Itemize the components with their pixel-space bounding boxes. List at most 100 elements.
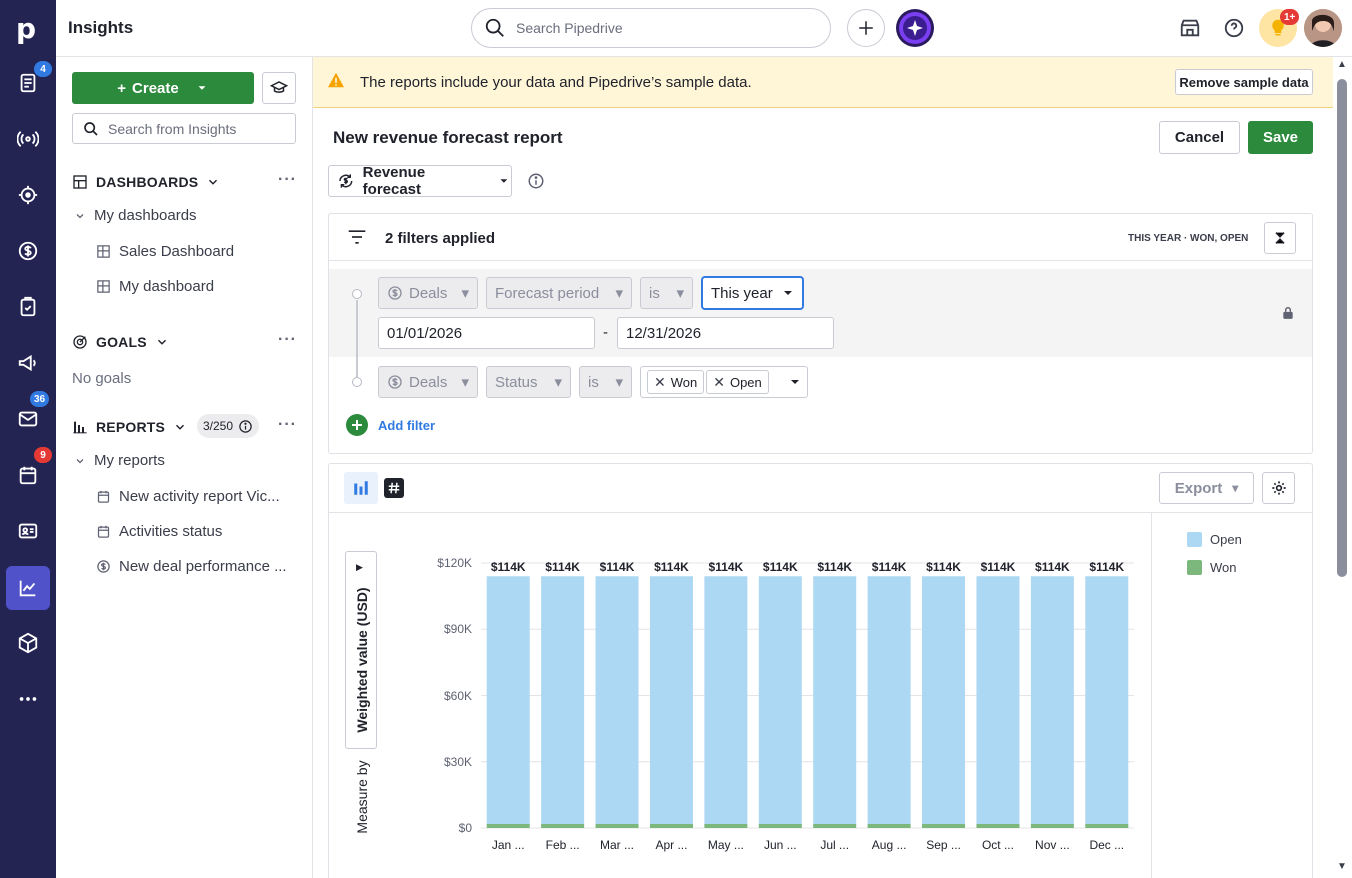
avatar[interactable]: [1304, 9, 1342, 47]
bar-won[interactable]: [922, 824, 966, 828]
pipedrive-logo[interactable]: p: [16, 12, 37, 45]
bar-won[interactable]: [867, 824, 911, 828]
bar-data-label: $114K: [762, 560, 798, 575]
date-from-input[interactable]: 01/01/2026: [378, 317, 595, 349]
bar-won[interactable]: [704, 824, 748, 828]
bar-open[interactable]: [758, 576, 802, 825]
bar-won[interactable]: [595, 824, 639, 828]
add-filter-button[interactable]: Add filter: [345, 413, 435, 437]
goals-more-icon[interactable]: ···: [278, 331, 297, 348]
bar-open[interactable]: [976, 576, 1020, 825]
bar-won[interactable]: [758, 824, 802, 828]
filter-operator-select[interactable]: is ▾: [579, 366, 632, 398]
marketplace-icon[interactable]: [1178, 16, 1202, 40]
bar-open[interactable]: [1030, 576, 1074, 825]
bar-view-button[interactable]: [344, 472, 378, 504]
bar-won[interactable]: [1085, 824, 1129, 828]
legend-item-open[interactable]: Open: [1187, 532, 1242, 547]
bar-open[interactable]: [813, 576, 857, 825]
filter-icon[interactable]: [347, 228, 367, 246]
collapse-filters-button[interactable]: [1264, 222, 1296, 254]
bar-data-label: $114K: [708, 560, 744, 575]
bar-open[interactable]: [595, 576, 639, 825]
bar-open[interactable]: [704, 576, 748, 825]
chart-settings-button[interactable]: [1262, 472, 1295, 504]
scrollbar-thumb[interactable]: [1337, 79, 1347, 577]
export-button[interactable]: Export ▾: [1159, 472, 1254, 504]
activities-nav-icon[interactable]: [0, 285, 56, 329]
more-nav-icon[interactable]: [0, 677, 56, 721]
calendar-nav-icon[interactable]: 9: [0, 447, 56, 497]
bar-open[interactable]: [541, 576, 585, 825]
remove-tag-icon[interactable]: ✕: [713, 373, 725, 390]
campaigns-nav-icon[interactable]: [0, 341, 56, 385]
bar-open[interactable]: [867, 576, 911, 825]
dashboards-section-header[interactable]: DASHBOARDS: [72, 174, 220, 190]
bar-won[interactable]: [813, 824, 857, 828]
products-nav-icon[interactable]: [0, 621, 56, 665]
reports-section-header[interactable]: REPORTS: [72, 419, 187, 435]
remove-sample-data-button[interactable]: Remove sample data: [1175, 69, 1313, 95]
help-icon[interactable]: [1222, 16, 1246, 40]
leads-nav-icon[interactable]: [0, 117, 56, 161]
reports-more-icon[interactable]: ···: [278, 416, 297, 433]
filter-value-select[interactable]: This year: [702, 277, 803, 309]
info-icon[interactable]: [238, 419, 253, 434]
target-nav-icon[interactable]: [0, 173, 56, 217]
scroll-down-icon[interactable]: ▼: [1337, 861, 1347, 872]
main-scrollbar[interactable]: ▲ ▼: [1333, 57, 1352, 878]
bar-open[interactable]: [486, 576, 530, 825]
sidebar-item-activities-status[interactable]: Activities status: [96, 523, 222, 540]
dashboards-more-icon[interactable]: ···: [278, 171, 297, 188]
report-editor: The reports include your data and Pipedr…: [313, 57, 1333, 878]
date-to-input[interactable]: 12/31/2026: [617, 317, 834, 349]
filter-field-select[interactable]: Forecast period ▾: [486, 277, 632, 309]
bar-open[interactable]: [922, 576, 966, 825]
global-search-input[interactable]: Search Pipedrive: [471, 8, 831, 48]
filter-field-value: Status: [495, 373, 538, 391]
insights-search-input[interactable]: Search from Insights: [72, 113, 296, 144]
filter-entity-select[interactable]: Deals ▾: [378, 277, 478, 309]
bar-won[interactable]: [649, 824, 693, 828]
save-button[interactable]: Save: [1248, 121, 1313, 154]
sidebar-item-activity-report[interactable]: New activity report Vic...: [96, 488, 280, 505]
insights-nav-icon[interactable]: [6, 566, 50, 610]
cancel-button[interactable]: Cancel: [1159, 121, 1240, 154]
remove-tag-icon[interactable]: ✕: [654, 373, 666, 390]
contacts-nav-icon[interactable]: [0, 509, 56, 553]
filter-entity-select[interactable]: Deals ▾: [378, 366, 478, 398]
y-tick-label: $0: [458, 821, 472, 835]
bar-won[interactable]: [486, 824, 530, 828]
sidebar-item-my-dashboard[interactable]: My dashboard: [96, 278, 214, 295]
mail-nav-icon[interactable]: 36: [0, 391, 56, 441]
my-dashboards-group[interactable]: My dashboards: [74, 207, 197, 224]
bar-won[interactable]: [976, 824, 1020, 828]
goals-section-header[interactable]: GOALS: [72, 334, 169, 350]
measure-by-selector[interactable]: ▶ Weighted value (USD): [345, 551, 377, 749]
legend-item-won[interactable]: Won: [1187, 560, 1237, 575]
bar-won[interactable]: [541, 824, 585, 828]
report-type-dropdown[interactable]: Revenue forecast: [328, 164, 512, 198]
tips-button[interactable]: 1+: [1259, 9, 1300, 47]
sidebar-item-sales-dashboard[interactable]: Sales Dashboard: [96, 243, 234, 260]
learn-button[interactable]: [262, 72, 296, 104]
bar-open[interactable]: [649, 576, 693, 825]
filter-field-select[interactable]: Status ▾: [486, 366, 571, 398]
x-tick-label: Jun ...: [763, 838, 797, 852]
info-icon[interactable]: [527, 172, 545, 190]
insights-sidebar: + Create Search from Insights DASHBOARDS…: [56, 57, 313, 878]
scroll-up-icon[interactable]: ▲: [1337, 59, 1347, 70]
number-view-button[interactable]: [384, 478, 404, 498]
quick-add-button[interactable]: [847, 9, 885, 47]
ai-assistant-button[interactable]: [896, 9, 934, 47]
filter-operator-select[interactable]: is ▾: [640, 277, 693, 309]
status-multiselect[interactable]: ✕ Won ✕ Open: [640, 366, 808, 398]
my-reports-group[interactable]: My reports: [74, 452, 165, 469]
dollar-nav-icon[interactable]: [0, 229, 56, 273]
deals-nav-icon[interactable]: 4: [0, 61, 56, 105]
create-button[interactable]: + Create: [72, 72, 254, 104]
sidebar-item-deal-performance[interactable]: New deal performance ...: [96, 558, 287, 575]
bar-won[interactable]: [1030, 824, 1074, 828]
global-search-placeholder: Search Pipedrive: [516, 20, 623, 36]
bar-open[interactable]: [1085, 576, 1129, 825]
